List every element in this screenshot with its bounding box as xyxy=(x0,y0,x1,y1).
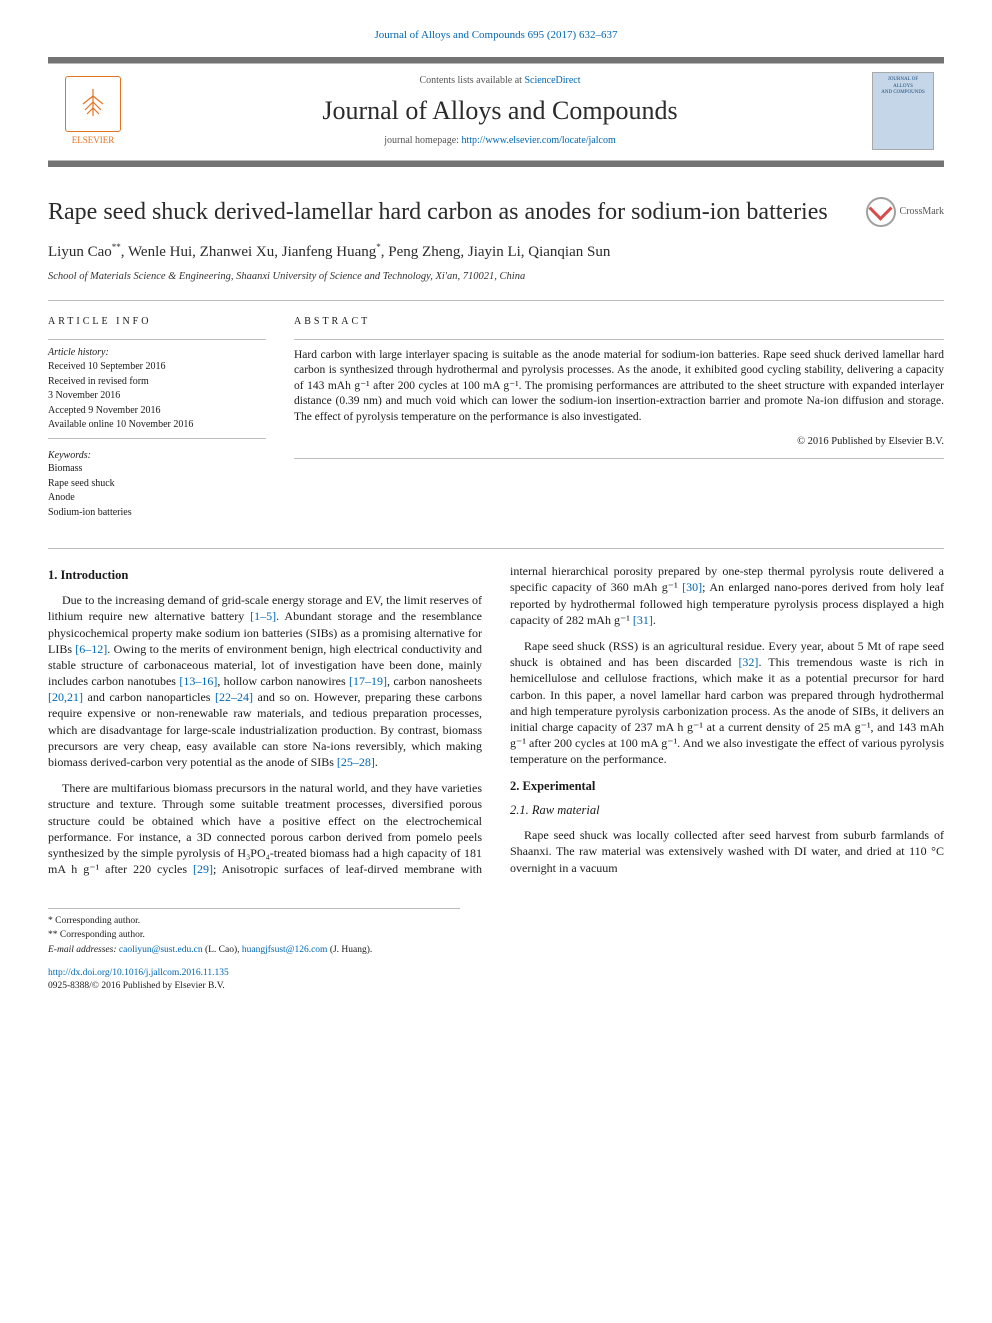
rule-divider xyxy=(48,300,944,301)
homepage-prefix: journal homepage: xyxy=(384,135,461,146)
email-line: E-mail addresses: caoliyun@sust.edu.cn (… xyxy=(48,944,460,957)
body-paragraph: Due to the increasing demand of grid-sca… xyxy=(48,592,482,770)
email-link-2[interactable]: huangjfsust@126.com xyxy=(242,945,328,955)
text-run: , carbon nanosheets xyxy=(387,674,482,688)
email-label: E-mail addresses: xyxy=(48,945,117,955)
ref-link[interactable]: [25–28] xyxy=(337,755,375,769)
text-run: , hollow carbon nanowires xyxy=(217,674,349,688)
article-info-col: ARTICLE INFO Article history: Received 1… xyxy=(48,315,266,520)
top-citation: Journal of Alloys and Compounds 695 (201… xyxy=(48,28,944,43)
accepted-line: Accepted 9 November 2016 xyxy=(48,404,266,418)
masthead: ELSEVIER Contents lists available at Sci… xyxy=(48,63,944,161)
abstract-text: Hard carbon with large interlayer spacin… xyxy=(294,348,944,426)
issn-line: 0925-8388/© 2016 Published by Elsevier B… xyxy=(48,980,944,993)
journal-name: Journal of Alloys and Compounds xyxy=(142,93,858,128)
bottom-meta: http://dx.doi.org/10.1016/j.jallcom.2016… xyxy=(48,967,944,993)
citation-link[interactable]: Journal of Alloys and Compounds 695 (201… xyxy=(375,29,618,41)
ref-link[interactable]: [22–24] xyxy=(215,690,253,704)
article-info-head: ARTICLE INFO xyxy=(48,315,266,329)
keyword: Sodium-ion batteries xyxy=(48,506,266,520)
cover-line: AND COMPOUNDS xyxy=(881,90,924,97)
text-run: . xyxy=(375,755,378,769)
crossmark-label: CrossMark xyxy=(900,205,944,219)
title-row: Rape seed shuck derived-lamellar hard ca… xyxy=(48,197,944,227)
body-paragraph: Rape seed shuck (RSS) is an agricultural… xyxy=(510,638,944,768)
ref-link[interactable]: [31] xyxy=(633,613,653,627)
section-head-experimental: 2. Experimental xyxy=(510,778,944,795)
keyword: Biomass xyxy=(48,462,266,476)
elsevier-name: ELSEVIER xyxy=(72,135,115,145)
rule-divider xyxy=(48,548,944,549)
masthead-center: Contents lists available at ScienceDirec… xyxy=(142,74,858,148)
journal-cover-thumb: JOURNAL OF ALLOYS AND COMPOUNDS xyxy=(872,72,934,150)
online-line: Available online 10 November 2016 xyxy=(48,418,266,432)
crossmark-icon xyxy=(866,197,896,227)
keywords-label: Keywords: xyxy=(48,450,91,461)
email-who-1: (L. Cao), xyxy=(203,945,242,955)
article-title: Rape seed shuck derived-lamellar hard ca… xyxy=(48,197,850,227)
crossmark-widget[interactable]: CrossMark xyxy=(866,197,944,227)
lists-prefix: Contents lists available at xyxy=(419,75,524,86)
masthead-top-bar: ELSEVIER Contents lists available at Sci… xyxy=(48,57,944,161)
affiliation: School of Materials Science & Engineerin… xyxy=(48,270,944,284)
footnotes-block: * Corresponding author. ** Corresponding… xyxy=(48,908,460,957)
doi-link[interactable]: http://dx.doi.org/10.1016/j.jallcom.2016… xyxy=(48,968,229,978)
body-columns: 1. Introduction Due to the increasing de… xyxy=(48,563,944,881)
abs-rule xyxy=(294,339,944,340)
elsevier-logo: ELSEVIER xyxy=(58,76,128,146)
revised-line-2: 3 November 2016 xyxy=(48,389,266,403)
sciencedirect-link[interactable]: ScienceDirect xyxy=(524,75,580,86)
text-run: . This tremendous waste is rich in hemic… xyxy=(510,655,944,766)
ref-link[interactable]: [1–5] xyxy=(250,609,276,623)
lists-available-line: Contents lists available at ScienceDirec… xyxy=(142,74,858,88)
ref-link[interactable]: [29] xyxy=(193,862,213,876)
keyword: Rape seed shuck xyxy=(48,477,266,491)
history-label: Article history: xyxy=(48,347,109,358)
ref-link[interactable]: [17–19] xyxy=(349,674,387,688)
ref-link[interactable]: [30] xyxy=(682,580,702,594)
ref-link[interactable]: [32] xyxy=(738,655,758,669)
keyword: Anode xyxy=(48,491,266,505)
corr-note-1: * Corresponding author. xyxy=(48,915,460,928)
text-run: and carbon nanoparticles xyxy=(83,690,215,704)
homepage-line: journal homepage: http://www.elsevier.co… xyxy=(142,134,858,148)
abstract-head: ABSTRACT xyxy=(294,315,944,329)
text-run: . xyxy=(653,613,656,627)
abs-rule xyxy=(294,458,944,459)
homepage-link[interactable]: http://www.elsevier.com/locate/jalcom xyxy=(461,135,615,146)
meta-rule xyxy=(48,438,266,439)
meta-rule xyxy=(48,339,266,340)
ref-link[interactable]: [13–16] xyxy=(179,674,217,688)
elsevier-tree-icon xyxy=(65,76,121,132)
body-paragraph: Rape seed shuck was locally collected af… xyxy=(510,827,944,876)
abstract-col: ABSTRACT Hard carbon with large interlay… xyxy=(294,315,944,520)
masthead-bottom-bar xyxy=(48,161,944,167)
corr-note-2: ** Corresponding author. xyxy=(48,929,460,942)
received-line: Received 10 September 2016 xyxy=(48,360,266,374)
meta-abstract-row: ARTICLE INFO Article history: Received 1… xyxy=(48,315,944,520)
section-head-intro: 1. Introduction xyxy=(48,567,482,584)
section-head-raw-material: 2.1. Raw material xyxy=(510,802,944,819)
ref-link[interactable]: [20,21] xyxy=(48,690,83,704)
abstract-copyright: © 2016 Published by Elsevier B.V. xyxy=(294,435,944,449)
email-who-2: (J. Huang). xyxy=(327,945,372,955)
revised-line-1: Received in revised form xyxy=(48,375,266,389)
cover-line: ALLOYS xyxy=(893,84,913,91)
authors-line: Liyun Cao**, Wenle Hui, Zhanwei Xu, Jian… xyxy=(48,241,944,262)
ref-link[interactable]: [6–12] xyxy=(75,642,107,656)
email-link-1[interactable]: caoliyun@sust.edu.cn xyxy=(119,945,203,955)
cover-line: JOURNAL OF xyxy=(888,77,918,84)
